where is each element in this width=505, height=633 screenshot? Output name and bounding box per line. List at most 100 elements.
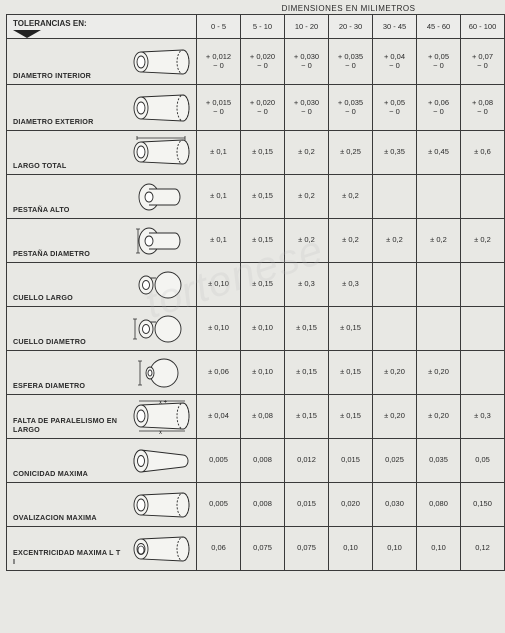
row-label: CONICIDAD MAXIMA [7,439,125,483]
ecc-icon [125,527,197,571]
col-6: 60 - 100 [461,15,505,39]
row-label: PESTAÑA DIAMETRO [7,219,125,263]
tolerance-cell: + 0,020− 0 [241,85,285,131]
col-5: 45 - 60 [417,15,461,39]
tolerance-cell [461,263,505,307]
table-row: CONICIDAD MAXIMA0,0050,0080,0120,0150,02… [7,439,505,483]
tolerance-cell: 0,12 [461,527,505,571]
tolerance-cell: + 0,04− 0 [373,39,417,85]
row-label: LARGO TOTAL [7,131,125,175]
tolerance-cell: 0,080 [417,483,461,527]
col-4: 30 - 45 [373,15,417,39]
tolerance-cell: ± 0,3 [285,263,329,307]
tolerance-table: TOLERANCIAS EN: 0 - 5 5 - 10 10 - 20 20 … [6,14,505,571]
row-label: OVALIZACION MAXIMA [7,483,125,527]
tolerance-cell: ± 0,15 [285,351,329,395]
tolerance-cell: ± 0,10 [197,263,241,307]
table-row: PESTAÑA ALTO± 0,1± 0,15± 0,2± 0,2 [7,175,505,219]
row-label: ESFERA DIAMETRO [7,351,125,395]
tolerance-cell: 0,030 [373,483,417,527]
tolerance-cell: ± 0,15 [241,131,285,175]
tolerance-cell: + 0,06− 0 [417,85,461,131]
tolerance-cell: 0,035 [417,439,461,483]
tolerance-cell: 0,008 [241,439,285,483]
col-0: 0 - 5 [197,15,241,39]
col-2: 10 - 20 [285,15,329,39]
table-row: CUELLO LARGO± 0,10± 0,15± 0,3± 0,3 [7,263,505,307]
tolerance-cell: 0,020 [329,483,373,527]
row-label: PESTAÑA ALTO [7,175,125,219]
tolerance-cell: + 0,020− 0 [241,39,285,85]
tolerance-cell: + 0,07− 0 [461,39,505,85]
tube-len-icon [125,131,197,175]
tolerance-cell: ± 0,15 [285,395,329,439]
table-row: LARGO TOTAL± 0,1± 0,15± 0,2± 0,25± 0,35±… [7,131,505,175]
parallel-icon: x ±x [125,395,197,439]
tolerance-cell: 0,008 [241,483,285,527]
tolerance-cell [417,263,461,307]
row-label: FALTA DE PARALELISMO EN LARGO [7,395,125,439]
sphere-d-icon [125,351,197,395]
col-3: 20 - 30 [329,15,373,39]
tolerance-cell: + 0,030− 0 [285,39,329,85]
table-row: PESTAÑA DIAMETRO± 0,1± 0,15± 0,2± 0,2± 0… [7,219,505,263]
tolerance-cell: 0,012 [285,439,329,483]
tolerance-cell: + 0,035− 0 [329,39,373,85]
tolerance-cell [373,263,417,307]
tolerance-cell: ± 0,2 [417,219,461,263]
down-arrow-icon [13,30,41,38]
tolerance-cell: ± 0,15 [285,307,329,351]
tolerance-cell: ± 0,3 [329,263,373,307]
tolerance-cell: 0,015 [329,439,373,483]
tolerance-cell: ± 0,10 [241,351,285,395]
tolerance-cell: ± 0,15 [241,175,285,219]
tolerance-cell: ± 0,10 [241,307,285,351]
tolerance-cell: ± 0,04 [197,395,241,439]
tolerance-cell: ± 0,08 [241,395,285,439]
table-row: DIAMETRO EXTERIOR+ 0,015− 0+ 0,020− 0+ 0… [7,85,505,131]
neck-len-icon [125,263,197,307]
tolerance-cell: ± 0,2 [285,219,329,263]
corner-text: TOLERANCIAS EN: [13,19,87,28]
row-label: DIAMETRO EXTERIOR [7,85,125,131]
tolerance-cell: ± 0,2 [461,219,505,263]
icon-header [125,15,197,39]
tolerance-cell: + 0,035− 0 [329,85,373,131]
tolerance-cell: ± 0,20 [417,395,461,439]
tolerance-cell: ± 0,20 [373,351,417,395]
tolerance-cell [417,307,461,351]
tolerance-cell: ± 0,1 [197,131,241,175]
tolerance-cell: 0,075 [241,527,285,571]
tube-od-icon [125,85,197,131]
tolerance-cell: 0,005 [197,483,241,527]
tolerance-cell: ± 0,25 [329,131,373,175]
tolerance-cell: + 0,015− 0 [197,85,241,131]
oval-icon [125,483,197,527]
tolerance-cell [373,307,417,351]
tolerance-cell: 0,015 [285,483,329,527]
tolerance-cell: ± 0,10 [197,307,241,351]
tolerance-cell: ± 0,15 [329,395,373,439]
tolerance-cell: + 0,030− 0 [285,85,329,131]
tube-id-icon [125,39,197,85]
row-label: DIAMETRO INTERIOR [7,39,125,85]
tolerance-cell: 0,05 [461,439,505,483]
table-row: CUELLO DIAMETRO± 0,10± 0,10± 0,15± 0,15 [7,307,505,351]
tolerance-cell: ± 0,2 [329,219,373,263]
tolerance-cell: 0,10 [373,527,417,571]
tolerance-cell: + 0,08− 0 [461,85,505,131]
tolerance-cell: 0,075 [285,527,329,571]
tolerance-cell: 0,10 [329,527,373,571]
tolerance-cell: 0,150 [461,483,505,527]
row-label: EXCENTRICIDAD MAXIMA L T I [7,527,125,571]
table-row: ESFERA DIAMETRO± 0,06± 0,10± 0,15± 0,15±… [7,351,505,395]
tolerance-cell [461,175,505,219]
tolerance-cell [417,175,461,219]
tolerance-cell: ± 0,2 [285,131,329,175]
tolerance-cell: + 0,05− 0 [417,39,461,85]
table-row: OVALIZACION MAXIMA0,0050,0080,0150,0200,… [7,483,505,527]
row-label: CUELLO LARGO [7,263,125,307]
tolerance-cell: ± 0,2 [285,175,329,219]
tolerance-cell: ± 0,3 [461,395,505,439]
svg-text:x: x [159,430,162,436]
